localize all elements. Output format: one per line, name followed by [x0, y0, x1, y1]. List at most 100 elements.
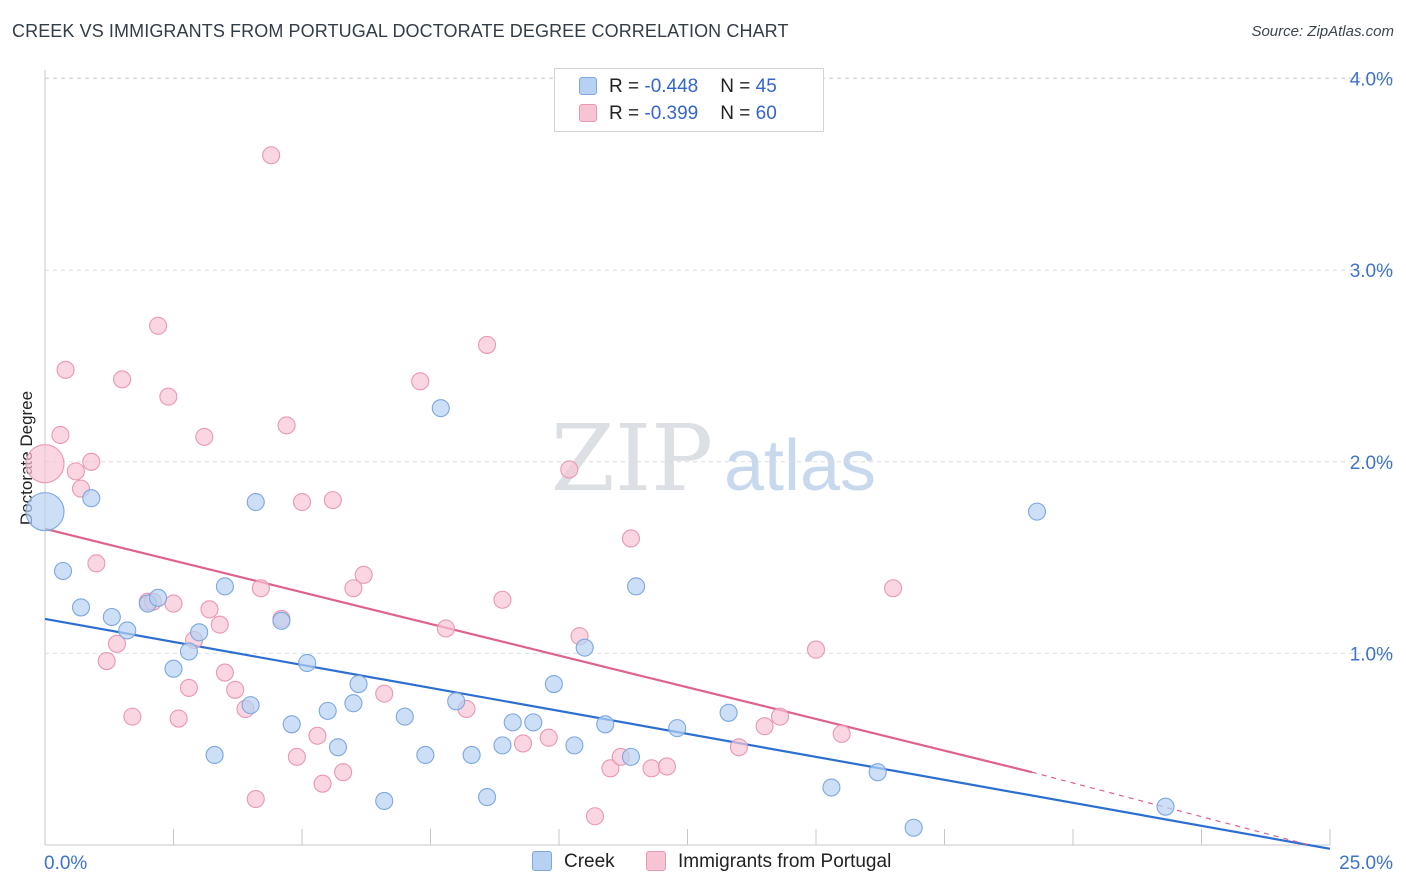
chart-title: CREEK VS IMMIGRANTS FROM PORTUGAL DOCTOR… — [12, 21, 789, 41]
creek-point — [205, 745, 224, 764]
legend-n-value-creek: 45 — [755, 76, 777, 97]
portugal-point — [323, 491, 342, 510]
portugal-point — [313, 774, 332, 793]
portugal-point — [770, 707, 790, 726]
legend-r-value-creek: -0.448 — [644, 76, 699, 97]
creek-point — [1156, 797, 1175, 816]
legend-r-label-portugal: R = — [609, 103, 645, 124]
portugal-point — [123, 707, 142, 726]
creek-point — [375, 791, 394, 810]
portugal-point — [344, 579, 363, 598]
grid — [45, 77, 1395, 654]
watermark: ZIP atlas — [551, 405, 876, 512]
legend-swatch-portugal — [579, 104, 597, 122]
portugal-point — [149, 316, 168, 335]
creek-point — [241, 696, 260, 715]
creek-point — [575, 638, 594, 657]
creek-point — [668, 719, 687, 738]
creek-point — [328, 738, 348, 757]
portugal-point — [200, 600, 219, 619]
portugal-point — [51, 425, 70, 445]
portugal-point — [226, 680, 245, 699]
portugal-point — [493, 590, 512, 609]
creek-point — [190, 623, 209, 642]
correlation-legend: R = -0.448 N = 45 R = -0.399 N = 60 — [554, 68, 824, 132]
creek-point — [544, 675, 563, 694]
creek-point — [318, 701, 337, 720]
creek-point — [71, 598, 91, 617]
legend-swatch-creek — [579, 77, 597, 95]
creek-point — [565, 736, 584, 755]
creek-point — [149, 588, 168, 607]
creek-point — [627, 577, 646, 596]
creek-point — [462, 745, 481, 764]
creek-point — [621, 747, 641, 766]
series-legend-swatch-portugal — [646, 851, 666, 871]
portugal-point — [195, 427, 214, 446]
portugal-point — [513, 734, 533, 753]
source-label: Source: ZipAtlas.com — [1251, 23, 1394, 40]
creek-point — [164, 659, 183, 678]
legend-n-label-creek: N = — [720, 76, 756, 97]
creek-point — [272, 611, 291, 630]
portugal-point — [601, 759, 620, 778]
portugal-point — [411, 372, 430, 391]
legend-row-creek: R = -0.448 N = 45 — [579, 76, 777, 98]
creek-point — [596, 715, 615, 734]
portugal-point — [354, 565, 373, 584]
creek-point — [118, 621, 137, 640]
creek-point — [282, 715, 301, 734]
creek-point — [477, 788, 497, 807]
portugal-point — [729, 738, 748, 757]
creek-point — [431, 399, 450, 418]
creek-trend-line — [44, 617, 1331, 850]
portugal-point — [87, 554, 106, 573]
portugal-point — [251, 579, 270, 598]
creek-point — [416, 745, 435, 764]
portugal-point — [66, 462, 85, 481]
y-tick-label: 3.0% — [1350, 261, 1393, 282]
y-tick-label: 2.0% — [1350, 453, 1393, 474]
portugal-point — [215, 663, 234, 682]
creek-point — [25, 492, 65, 532]
portugal-point — [179, 678, 198, 697]
portugal-point — [755, 717, 774, 736]
creek-point — [349, 675, 368, 694]
x-tick-label: 0.0% — [44, 853, 87, 874]
portugal-point — [477, 335, 497, 354]
portugal-point — [25, 444, 65, 484]
creek-point — [503, 713, 522, 732]
portugal-point — [292, 492, 312, 512]
portugal-point — [657, 757, 676, 776]
legend-n-label-portugal: N = — [720, 103, 756, 124]
portugal-point — [560, 460, 579, 479]
creek-point — [82, 489, 101, 508]
portugal-point — [169, 709, 188, 728]
portugal-point — [308, 726, 327, 745]
portugal-point — [97, 652, 116, 671]
creek-point — [395, 707, 414, 726]
portugal-point — [210, 615, 229, 634]
data-points — [25, 146, 1175, 837]
portugal-point — [113, 370, 132, 389]
x-tick-label: 25.0% — [1339, 853, 1393, 874]
portugal-point — [82, 452, 101, 471]
series-legend-creek: Creek — [532, 851, 615, 873]
portugal-point — [539, 728, 558, 747]
legend-n-value-portugal: 60 — [755, 103, 777, 124]
portugal-point — [806, 640, 826, 659]
creek-point — [447, 692, 466, 711]
series-legend-swatch-creek — [532, 851, 552, 871]
series-legend-label-portugal: Immigrants from Portugal — [678, 851, 892, 872]
portugal-point — [642, 759, 661, 778]
creek-point — [53, 561, 73, 581]
creek-point — [524, 713, 543, 732]
creek-point — [298, 653, 317, 673]
portugal-point — [832, 724, 851, 743]
y-tick-label: 1.0% — [1350, 644, 1393, 665]
creek-point — [246, 492, 265, 512]
series-legend-portugal: Immigrants from Portugal — [646, 851, 891, 873]
portugal-point — [159, 387, 178, 406]
portugal-point — [436, 619, 455, 638]
creek-point — [719, 703, 738, 722]
